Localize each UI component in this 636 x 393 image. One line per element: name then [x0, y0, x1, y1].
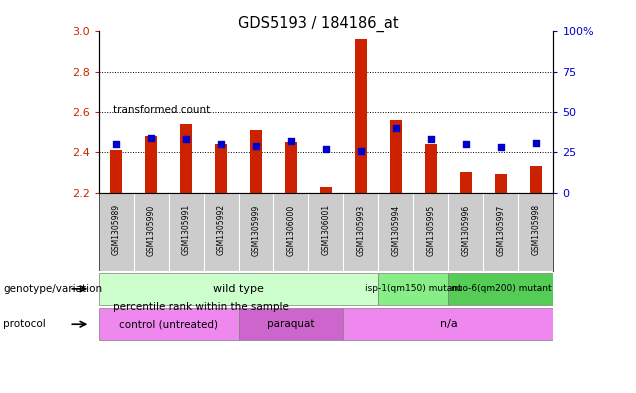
- Text: transformed count: transformed count: [113, 105, 210, 115]
- Bar: [145, 136, 157, 193]
- Text: percentile rank within the sample: percentile rank within the sample: [113, 301, 289, 312]
- Text: control (untreated): control (untreated): [119, 319, 218, 329]
- Text: GSM1306000: GSM1306000: [286, 204, 296, 255]
- Point: [426, 136, 436, 143]
- Text: wild type: wild type: [213, 284, 264, 294]
- Text: GSM1305991: GSM1305991: [181, 204, 191, 255]
- Text: GSM1305995: GSM1305995: [426, 204, 436, 255]
- Bar: [238, 308, 343, 340]
- Text: protocol: protocol: [3, 319, 46, 329]
- Text: GSM1305990: GSM1305990: [146, 204, 156, 255]
- Text: paraquat: paraquat: [267, 319, 315, 329]
- Bar: [460, 173, 472, 193]
- Text: n/a: n/a: [439, 319, 457, 329]
- Point: [461, 141, 471, 147]
- Point: [111, 141, 121, 147]
- Point: [391, 125, 401, 131]
- Text: GSM1305989: GSM1305989: [111, 204, 121, 255]
- Text: GSM1305996: GSM1305996: [461, 204, 471, 255]
- Bar: [425, 144, 437, 193]
- Bar: [105, 107, 112, 113]
- Bar: [215, 144, 227, 193]
- Bar: [180, 124, 192, 193]
- Text: nuo-6(qm200) mutant: nuo-6(qm200) mutant: [450, 285, 551, 293]
- Point: [496, 144, 506, 151]
- Bar: [530, 166, 542, 193]
- Text: GSM1305994: GSM1305994: [391, 204, 401, 255]
- Text: GSM1305992: GSM1305992: [216, 204, 226, 255]
- Bar: [448, 273, 553, 305]
- Point: [321, 146, 331, 152]
- Point: [216, 141, 226, 147]
- Bar: [99, 308, 238, 340]
- Bar: [495, 174, 507, 193]
- Bar: [99, 273, 378, 305]
- Text: GDS5193 / 184186_at: GDS5193 / 184186_at: [238, 16, 398, 32]
- Point: [146, 135, 156, 141]
- Point: [531, 140, 541, 146]
- Bar: [110, 150, 122, 193]
- Point: [286, 138, 296, 144]
- Text: genotype/variation: genotype/variation: [3, 284, 102, 294]
- Bar: [355, 40, 367, 193]
- Text: GSM1305993: GSM1305993: [356, 204, 366, 255]
- Text: GSM1305997: GSM1305997: [496, 204, 506, 255]
- Bar: [250, 130, 262, 193]
- Bar: [105, 303, 112, 310]
- Text: GSM1306001: GSM1306001: [321, 204, 331, 255]
- Point: [356, 147, 366, 154]
- Bar: [343, 308, 553, 340]
- Point: [181, 136, 191, 143]
- Bar: [285, 142, 297, 193]
- Bar: [378, 273, 448, 305]
- Text: GSM1305999: GSM1305999: [251, 204, 261, 255]
- Point: [251, 143, 261, 149]
- Bar: [390, 120, 402, 193]
- Bar: [320, 187, 332, 193]
- Text: isp-1(qm150) mutant: isp-1(qm150) mutant: [365, 285, 462, 293]
- Text: GSM1305998: GSM1305998: [531, 204, 541, 255]
